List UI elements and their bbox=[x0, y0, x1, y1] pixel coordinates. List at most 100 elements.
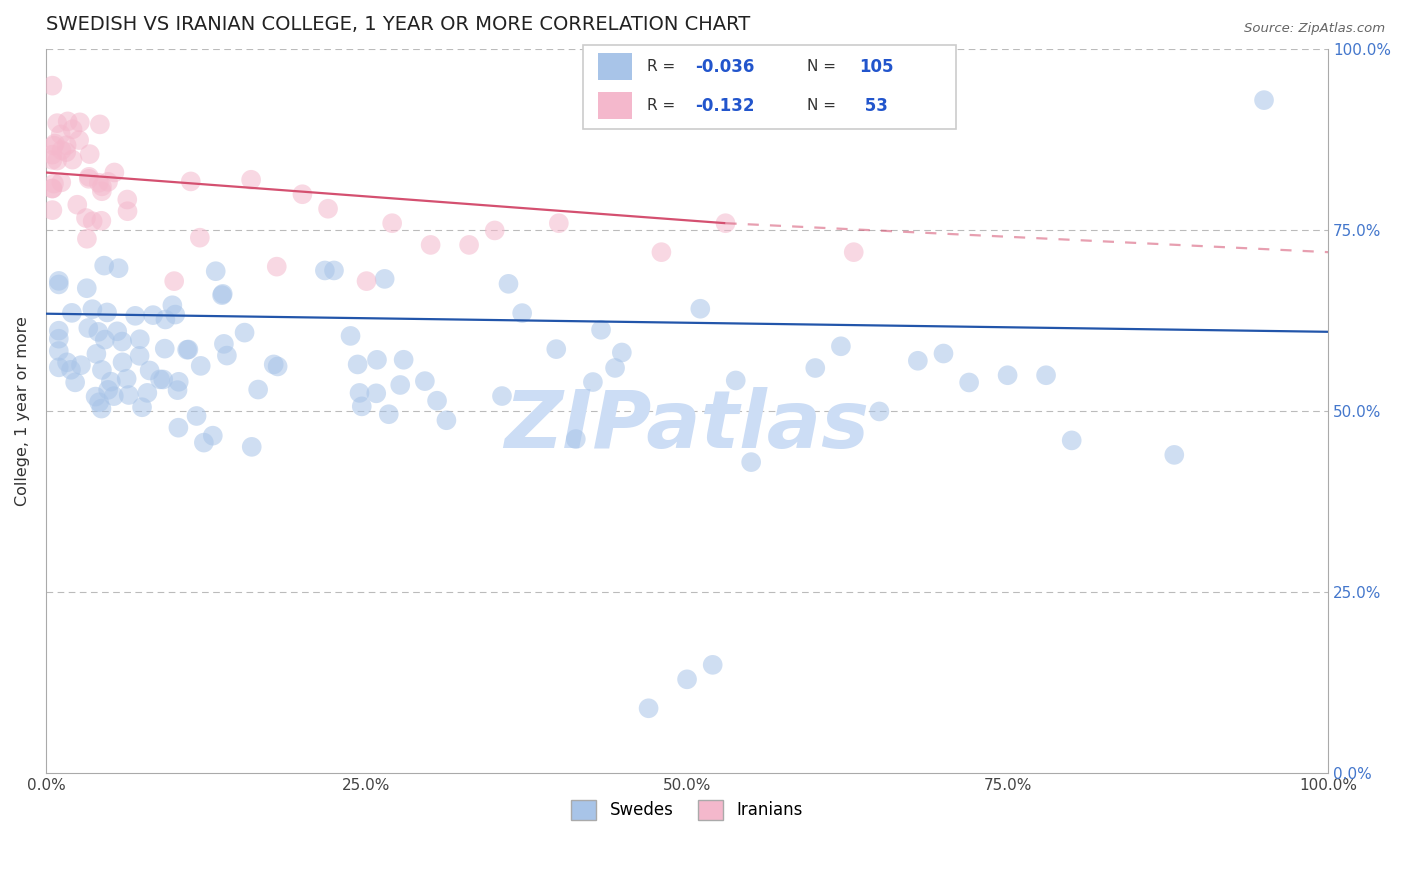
Point bbox=[48, 324, 70, 338]
Point bbox=[1163, 448, 1185, 462]
Point bbox=[103, 165, 125, 179]
Point bbox=[389, 378, 412, 392]
Text: 105: 105 bbox=[859, 58, 894, 76]
Point bbox=[66, 197, 89, 211]
Point bbox=[637, 701, 659, 715]
Point bbox=[491, 389, 513, 403]
Point bbox=[426, 393, 449, 408]
Point bbox=[48, 274, 70, 288]
Point bbox=[702, 657, 724, 672]
Point bbox=[44, 136, 66, 151]
Point bbox=[51, 143, 73, 157]
Point bbox=[48, 360, 70, 375]
Point bbox=[90, 184, 112, 198]
Point bbox=[166, 383, 188, 397]
Point bbox=[162, 298, 184, 312]
Y-axis label: College, 1 year or more: College, 1 year or more bbox=[15, 317, 30, 507]
Point bbox=[589, 323, 612, 337]
Point bbox=[55, 138, 77, 153]
Point bbox=[90, 179, 112, 194]
Text: N =: N = bbox=[807, 59, 841, 74]
Point bbox=[87, 176, 110, 190]
Point bbox=[153, 342, 176, 356]
Point bbox=[176, 343, 198, 357]
Point bbox=[190, 359, 212, 373]
Point bbox=[117, 193, 139, 207]
Point bbox=[366, 352, 388, 367]
Point bbox=[93, 259, 115, 273]
Point bbox=[366, 386, 388, 401]
Point bbox=[233, 326, 256, 340]
Point bbox=[907, 353, 929, 368]
Point bbox=[89, 395, 111, 409]
Point bbox=[163, 274, 186, 288]
Text: R =: R = bbox=[647, 98, 681, 113]
Point bbox=[111, 334, 134, 349]
Text: ZIPatlas: ZIPatlas bbox=[505, 387, 869, 465]
Point bbox=[128, 332, 150, 346]
Point bbox=[204, 264, 226, 278]
Point bbox=[69, 115, 91, 129]
Point bbox=[55, 145, 77, 160]
Point bbox=[167, 420, 190, 434]
Point bbox=[211, 288, 233, 302]
Point bbox=[111, 355, 134, 369]
Point bbox=[842, 245, 865, 260]
Point bbox=[48, 277, 70, 292]
Point bbox=[349, 385, 371, 400]
Point bbox=[689, 301, 711, 316]
Point bbox=[610, 345, 633, 359]
Point bbox=[100, 375, 122, 389]
Point bbox=[67, 133, 90, 147]
Text: Source: ZipAtlas.com: Source: ZipAtlas.com bbox=[1244, 22, 1385, 36]
Point bbox=[89, 117, 111, 131]
Point bbox=[804, 361, 827, 376]
Point bbox=[63, 376, 86, 390]
Point bbox=[830, 339, 852, 353]
Point bbox=[128, 349, 150, 363]
Point bbox=[1060, 434, 1083, 448]
Point bbox=[97, 383, 120, 397]
Point bbox=[60, 306, 83, 320]
Point bbox=[62, 153, 84, 167]
Point bbox=[131, 401, 153, 415]
Point bbox=[107, 261, 129, 276]
Point bbox=[90, 401, 112, 416]
Point bbox=[41, 147, 63, 161]
Point bbox=[266, 260, 288, 274]
Point bbox=[957, 376, 980, 390]
Legend: Swedes, Iranians: Swedes, Iranians bbox=[564, 793, 810, 827]
Point bbox=[188, 230, 211, 244]
Point bbox=[868, 404, 890, 418]
Point bbox=[740, 455, 762, 469]
Point bbox=[177, 343, 200, 357]
Point bbox=[547, 216, 569, 230]
Point bbox=[1035, 368, 1057, 383]
Point bbox=[350, 400, 373, 414]
Point bbox=[70, 358, 93, 372]
Point bbox=[41, 181, 63, 195]
Point bbox=[62, 122, 84, 136]
Point bbox=[103, 389, 125, 403]
Point bbox=[76, 281, 98, 295]
Point bbox=[84, 390, 107, 404]
Point bbox=[676, 673, 699, 687]
Point bbox=[41, 203, 63, 218]
Text: -0.132: -0.132 bbox=[695, 96, 755, 114]
Point bbox=[932, 346, 955, 360]
Point bbox=[356, 274, 378, 288]
Point bbox=[87, 325, 110, 339]
Point bbox=[105, 324, 128, 338]
Text: SWEDISH VS IRANIAN COLLEGE, 1 YEAR OR MORE CORRELATION CHART: SWEDISH VS IRANIAN COLLEGE, 1 YEAR OR MO… bbox=[46, 15, 751, 34]
Point bbox=[650, 245, 672, 260]
Point bbox=[136, 385, 159, 400]
Point bbox=[117, 204, 139, 219]
FancyBboxPatch shape bbox=[583, 45, 956, 129]
Point bbox=[79, 147, 101, 161]
Point bbox=[49, 128, 72, 142]
Point bbox=[381, 216, 404, 230]
Point bbox=[484, 223, 506, 237]
Point bbox=[124, 309, 146, 323]
Point bbox=[59, 363, 82, 377]
Point bbox=[339, 329, 361, 343]
